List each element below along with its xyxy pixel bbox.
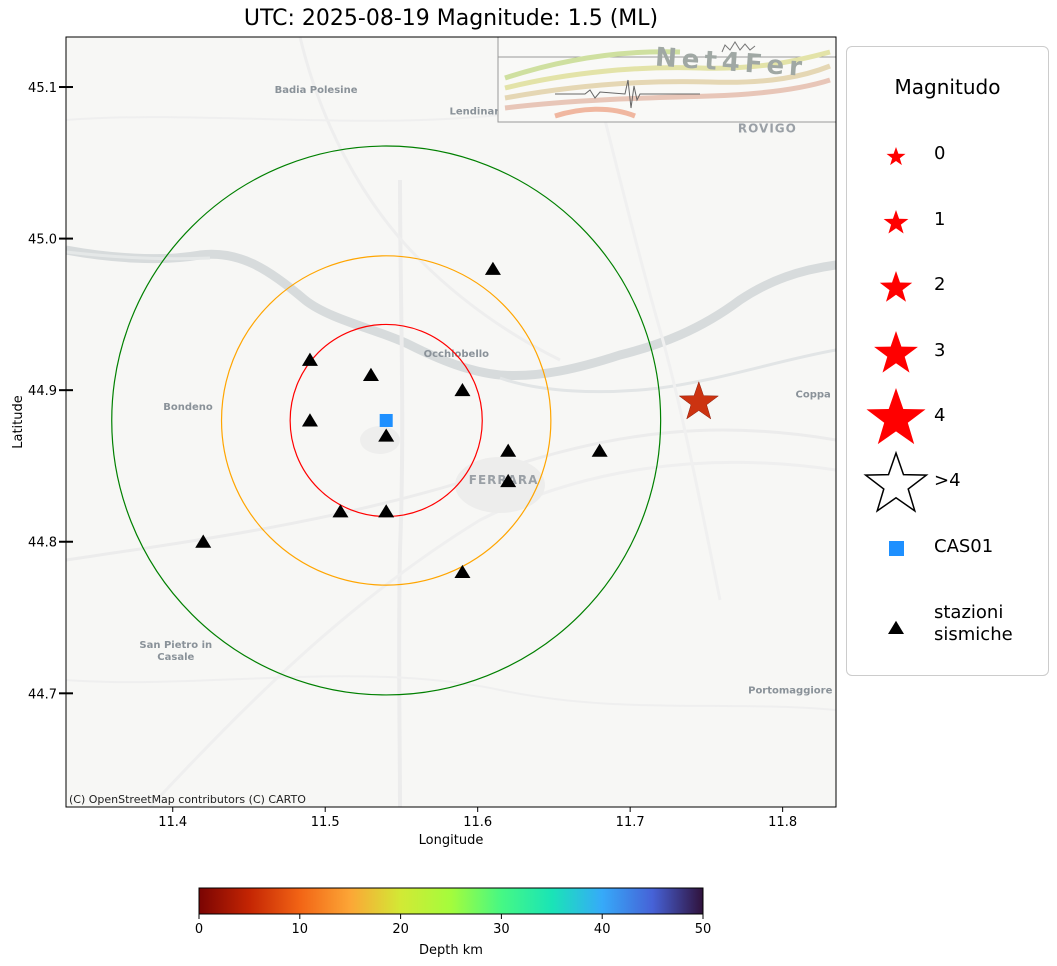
distance-circle	[220, 255, 552, 586]
station-marker	[500, 443, 517, 457]
y-tick-label: 44.7	[28, 687, 57, 702]
station-marker	[454, 564, 471, 579]
y-axis-ticks: 44.7 44.8 44.9 45.0 45.1	[28, 81, 73, 702]
station-marker	[484, 261, 501, 275]
map-title: UTC: 2025-08-19 Magnitude: 1.5 (ML)	[243, 6, 659, 31]
x-axis-label: Longitude	[419, 833, 484, 848]
station-marker	[362, 367, 379, 382]
star-outline-icon	[863, 450, 929, 513]
place-label: FERRARA	[469, 473, 539, 487]
y-tick-label: 44.8	[28, 536, 57, 551]
x-tick-label: 11.6	[463, 815, 492, 830]
station-marker	[301, 352, 318, 366]
earthquake-epicenter[interactable]	[678, 381, 720, 420]
place-label: ROVIGO	[738, 121, 797, 135]
legend-item: 3	[847, 331, 1048, 373]
basemap-background	[66, 37, 836, 807]
place-label: Bondeno	[163, 402, 213, 413]
colorbar-ticks: 0 10 20 30 40 50	[195, 914, 711, 937]
y-axis-label: Latitude	[11, 395, 26, 449]
y-tick-label: 44.9	[28, 384, 57, 399]
legend-item: CAS01	[847, 528, 1048, 568]
star-icon	[883, 210, 909, 234]
x-axis-ticks: 11.4 11.5 11.6 11.7 11.8	[158, 807, 797, 830]
colorbar-tick-label: 10	[292, 922, 309, 937]
cas01-station	[379, 413, 393, 427]
star-icon	[886, 147, 906, 166]
legend-title: Magnitudo	[894, 75, 1001, 99]
y-tick-label: 45.1	[28, 81, 57, 96]
legend-label: 3	[934, 340, 946, 361]
map-panel[interactable]: Badia PolesineLendinaraROVIGOOcchiobello…	[65, 36, 837, 808]
triangle-icon	[888, 620, 904, 634]
basemap-features	[66, 37, 836, 807]
star-icon	[879, 271, 913, 302]
x-tick-label: 11.5	[311, 815, 340, 830]
colorbar-label: Depth km	[419, 943, 483, 958]
legend-label: CAS01	[934, 536, 994, 557]
x-tick-label: 11.8	[768, 815, 797, 830]
star-icon	[866, 388, 926, 445]
legend-item: 4	[847, 388, 1048, 445]
distance-circle	[111, 145, 662, 696]
legend-item: 0	[847, 135, 1048, 175]
legend-label: 0	[934, 143, 946, 164]
station-marker	[301, 413, 318, 427]
net4fer-logo: Net4Fer	[497, 36, 837, 123]
star-icon	[874, 331, 918, 373]
legend-item: >4	[847, 450, 1048, 513]
colorbar-tick-label: 40	[594, 922, 611, 937]
map-frame	[65, 36, 837, 808]
seismic-stations	[195, 261, 608, 579]
colorbar-gradient	[198, 887, 704, 915]
legend-item: stazioni sismiche	[847, 602, 1048, 646]
depth-colorbar: 0 10 20 30 40 50 Depth km	[195, 887, 711, 958]
station-marker	[378, 504, 395, 518]
colorbar-tick-label: 20	[392, 922, 409, 937]
place-label: Lendinara	[449, 106, 505, 117]
legend-item: 2	[847, 266, 1048, 306]
epicenter-star[interactable]	[678, 381, 720, 420]
legend-label: 1	[934, 209, 946, 230]
place-label: San Pietro in	[139, 640, 212, 651]
station-marker	[454, 382, 471, 397]
legend-label: stazioni sismiche	[934, 602, 1013, 645]
legend-item: 1	[847, 201, 1048, 241]
colorbar-tick-label: 0	[195, 922, 203, 937]
x-tick-label: 11.7	[616, 815, 645, 830]
station-marker	[591, 443, 608, 457]
legend-label: 2	[934, 274, 946, 295]
x-tick-label: 11.4	[158, 815, 187, 830]
place-label: Badia Polesine	[275, 85, 358, 96]
legend-label: 4	[934, 405, 946, 426]
legend: Magnitudo 0 1 2 3 4 >4 CAS01 stazioni sismiche	[846, 46, 1049, 676]
colorbar-tick-label: 30	[493, 922, 510, 937]
legend-label: >4	[934, 470, 961, 491]
place-label: Portomaggiore	[748, 685, 832, 696]
po-river	[66, 245, 836, 380]
station-marker	[378, 428, 395, 442]
station-marker	[332, 504, 349, 518]
cas01-marker	[379, 413, 393, 427]
place-label: Coppa	[795, 390, 830, 401]
colorbar-tick-label: 50	[695, 922, 712, 937]
station-marker	[195, 534, 212, 548]
place-label: Casale	[157, 652, 194, 663]
map-attribution: (C) OpenStreetMap contributors (C) CARTO	[69, 793, 306, 806]
station-marker	[500, 473, 517, 488]
square-icon	[889, 541, 904, 556]
y-tick-label: 45.0	[28, 233, 57, 248]
